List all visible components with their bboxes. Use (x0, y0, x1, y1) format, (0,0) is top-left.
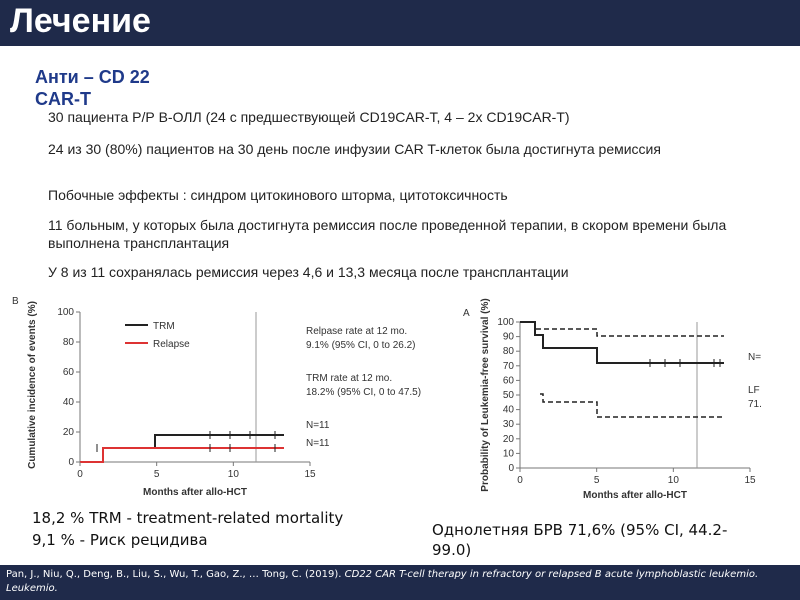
bullet: Побочные эффекты : синдром цитокинового … (48, 187, 508, 203)
figure-a: A Probability of Leukemia-free survival … (463, 298, 762, 501)
x-tick-label: 0 (77, 469, 83, 480)
panel-label: B (12, 296, 19, 307)
y-tick-label: 40 (63, 397, 75, 408)
footer: Pan, J., Niu, Q., Deng, B., Liu, S., Wu,… (0, 565, 800, 600)
x-label: Months after allo-HCT (143, 487, 247, 498)
relapse-curve (80, 447, 284, 463)
y-tick-label: 0 (68, 457, 74, 468)
y-tick-label: 80 (503, 346, 515, 357)
x-tick-label: 0 (517, 475, 523, 486)
x-tick-label: 5 (594, 475, 600, 486)
x-tick-label: 10 (228, 469, 240, 480)
y-tick-label: 60 (63, 367, 75, 378)
annotation: N=11 (306, 438, 330, 449)
panel-label: A (463, 308, 470, 319)
x-tick-label: 15 (744, 475, 756, 486)
header-bar (0, 0, 800, 46)
x-tick-label: 10 (668, 475, 680, 486)
y-tick-label: 90 (503, 332, 515, 343)
annotation: Relpase rate at 12 mo. (306, 326, 407, 337)
ci-upper (534, 322, 724, 337)
citation-title: CD22 CAR T-cell therapy in refractory or… (6, 569, 759, 594)
subtitle: Анти – CD 22 CAR-T (35, 67, 150, 109)
y-tick-label: 80 (63, 337, 75, 348)
censor-marks (96, 431, 276, 452)
y-tick-label: 20 (503, 434, 515, 445)
lfs-curve (520, 321, 724, 364)
figure-b: B Cumulative incidence of events (%) Mon… (12, 296, 421, 498)
bullet: 24 из 30 (80%) пациентов на 30 день посл… (48, 141, 661, 157)
y-tick-label: 30 (503, 419, 515, 430)
caption: 18,2 % TRM - treatment-related mortality (32, 509, 344, 527)
annotation: N=11 (306, 420, 330, 431)
y-tick-label: 100 (497, 317, 514, 328)
citation-authors: Pan, J., Niu, Q., Deng, B., Liu, S., Wu,… (6, 569, 345, 580)
slide-title: Лечение (10, 2, 151, 40)
y-tick-label: 40 (503, 405, 515, 416)
x-tick-label: 15 (304, 469, 316, 480)
legend-label: TRM (153, 321, 175, 332)
bullet: У 8 из 11 сохранялась ремиссия через 4,6… (48, 264, 569, 280)
ci-lower (540, 393, 724, 418)
legend-label: Relapse (153, 339, 190, 350)
bullet: 11 больным, у которых была достигнута ре… (48, 217, 727, 251)
annotation: LF (748, 385, 760, 396)
annotation: 18.2% (95% CI, 0 to 47.5) (306, 387, 421, 398)
caption: 9,1 % - Риск рецидива (32, 531, 208, 549)
figures: B Cumulative incidence of events (%) Mon… (12, 296, 762, 501)
y-tick-label: 60 (503, 375, 515, 386)
y-label-text: Probability of Leukemia-free survival (%… (480, 298, 491, 491)
censor-marks (649, 359, 721, 367)
annotation: TRM rate at 12 mo. (306, 373, 392, 384)
bullet: 30 пациента Р/Р В-ОЛЛ (24 с предшествующ… (48, 109, 570, 125)
x-tick-label: 5 (154, 469, 160, 480)
annotation: 71. (748, 399, 762, 410)
annotation: N= (748, 352, 761, 363)
y-tick-label: 70 (503, 361, 515, 372)
y-label: Probability of Leukemia-free survival (%… (480, 298, 491, 491)
y-label: Cumulative incidence of events (%) (27, 301, 38, 469)
y-tick-label: 50 (503, 390, 515, 401)
caption: Однолетняя БРВ 71,6% (95% CI, 44.2-99.0) (432, 521, 728, 559)
y-tick-label: 20 (63, 427, 75, 438)
y-tick-label: 10 (503, 448, 515, 459)
annotation: 9.1% (95% CI, 0 to 26.2) (306, 340, 416, 351)
x-label: Months after allo-HCT (583, 490, 687, 501)
y-tick-label: 100 (57, 307, 74, 318)
y-tick-label: 0 (508, 463, 514, 474)
